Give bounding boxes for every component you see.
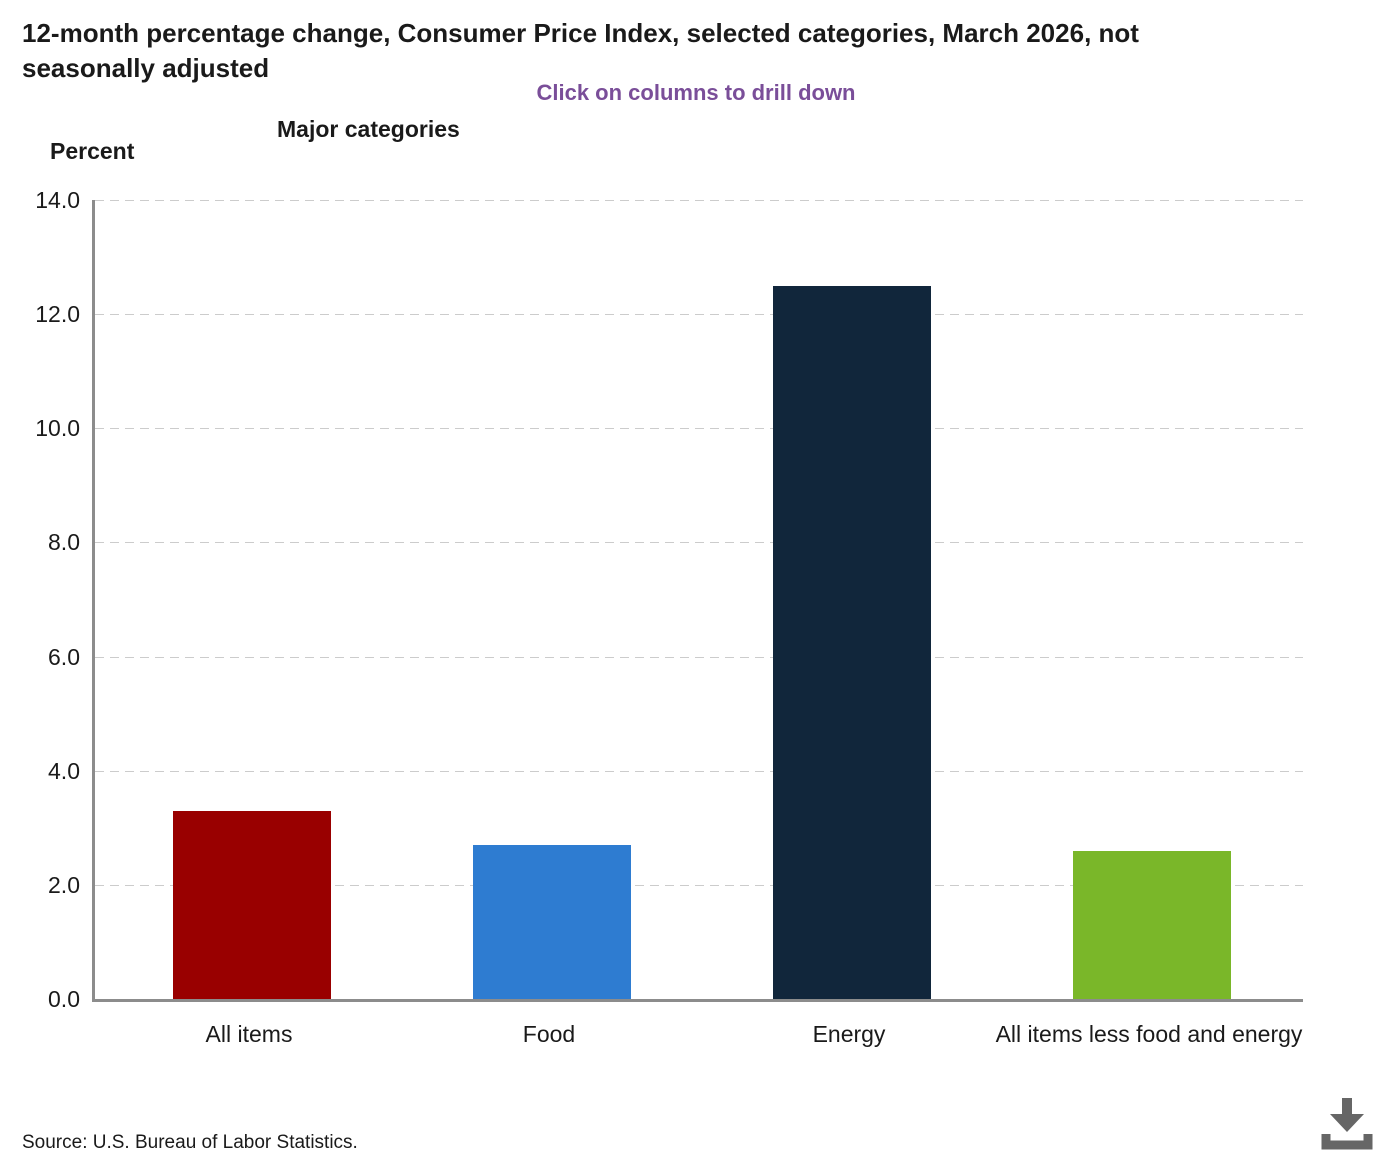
download-icon	[1316, 1096, 1378, 1152]
gridline	[95, 770, 1303, 772]
x-axis-group-label: Major categories	[277, 116, 460, 142]
download-button[interactable]	[1316, 1096, 1378, 1152]
y-tick-label: 0.0	[48, 986, 80, 1012]
gridline	[95, 542, 1303, 544]
gridline	[95, 884, 1303, 886]
y-tick-label: 4.0	[48, 757, 80, 784]
gridline	[95, 200, 1303, 201]
bar-all-items-less-food-and-energy[interactable]	[1073, 851, 1231, 999]
drill-down-hint: Click on columns to drill down	[536, 80, 856, 105]
plot-area	[92, 200, 1303, 1002]
x-label-energy: Energy	[812, 1021, 886, 1047]
y-tick-label: 6.0	[48, 643, 80, 670]
gridline	[95, 314, 1303, 316]
chart-title: 12-month percentage change, Consumer Pri…	[22, 18, 1139, 83]
gridline	[95, 656, 1303, 658]
y-tick-label: 8.0	[48, 529, 80, 556]
y-tick-label: 12.0	[35, 301, 80, 328]
y-tick-label: 10.0	[35, 415, 80, 442]
bar-food[interactable]	[473, 845, 631, 999]
y-axis-title: Percent	[50, 138, 135, 164]
source-note: Source: U.S. Bureau of Labor Statistics.	[22, 1132, 358, 1153]
bar-energy[interactable]	[773, 286, 931, 999]
y-tick-label: 2.0	[48, 871, 80, 898]
x-label-food: Food	[522, 1021, 576, 1047]
gridline	[95, 428, 1303, 430]
x-label-all-items: All items	[205, 1021, 293, 1047]
y-tick-label: 14.0	[35, 187, 80, 213]
x-label-all-items-less-food-and-energy: All items less food and energy	[995, 1021, 1303, 1047]
bar-all-items[interactable]	[173, 811, 331, 999]
